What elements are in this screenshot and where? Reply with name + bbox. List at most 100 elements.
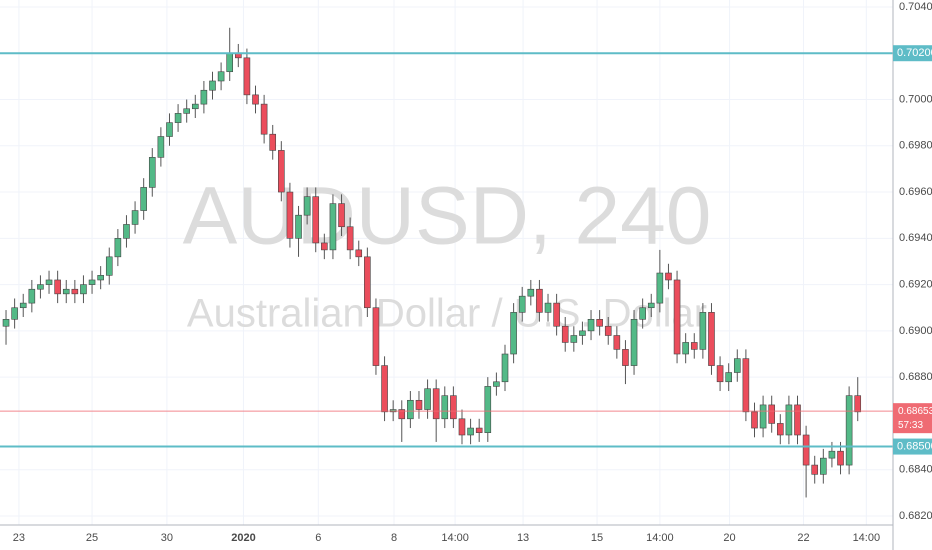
candle-body: [415, 399, 423, 410]
candle-body: [286, 191, 294, 239]
candle-body: [114, 238, 122, 258]
candle-body: [768, 404, 775, 424]
candle-body: [475, 427, 483, 433]
watermark-title: AUDUSD, 240: [183, 171, 712, 262]
x-tick-label: 20: [723, 532, 735, 544]
candle-body: [269, 133, 277, 151]
candle-body: [837, 450, 844, 466]
candle-body: [622, 349, 629, 366]
last-price-box: [893, 403, 932, 434]
candle-body: [596, 319, 603, 327]
candle-body: [845, 395, 853, 466]
candle-body: [604, 325, 612, 336]
candle-body: [733, 358, 741, 373]
candle-body: [630, 319, 638, 366]
candle-body: [656, 272, 664, 304]
candle-body: [510, 312, 517, 355]
candle-body: [527, 288, 535, 297]
candle-body: [45, 279, 53, 285]
candle-body: [776, 423, 784, 436]
candle-body: [759, 404, 767, 429]
candle-body: [536, 288, 543, 313]
candle-body: [338, 203, 345, 228]
candle-body: [725, 372, 732, 383]
candle-body: [682, 342, 689, 355]
candle-body: [828, 450, 836, 459]
x-tick-label: 13: [517, 532, 529, 544]
candle-body: [544, 302, 552, 313]
x-tick-label: 25: [86, 532, 98, 544]
horizontal-line-label-box: [893, 438, 932, 455]
candle-body: [751, 411, 758, 429]
candle-body: [811, 464, 819, 475]
x-tick-label: 23: [13, 532, 25, 544]
candle-body: [80, 284, 87, 295]
candle-body: [174, 113, 182, 123]
candle-body: [148, 157, 156, 188]
candle-body: [278, 150, 285, 193]
x-tick-label: 6: [315, 532, 321, 544]
candle-body: [820, 457, 827, 475]
candle-body: [312, 196, 320, 244]
candle-body: [742, 358, 750, 413]
candle-body: [398, 409, 406, 420]
candle-body: [226, 52, 234, 73]
candle-body: [11, 307, 18, 320]
candle-body: [579, 330, 586, 336]
candle-body: [295, 214, 302, 239]
candle-body: [665, 272, 672, 281]
candle-body: [364, 256, 371, 309]
x-tick-label: 22: [797, 532, 809, 544]
candle-body: [450, 395, 457, 420]
candle-body: [88, 279, 96, 285]
candle-body: [570, 335, 578, 343]
candle-body: [690, 342, 698, 350]
candle-body: [716, 365, 724, 383]
candle-body: [62, 288, 70, 295]
candle-body: [243, 57, 251, 96]
candle-body: [140, 187, 147, 211]
candle-body: [458, 418, 466, 436]
x-tick-label: 2020: [231, 532, 255, 544]
candle-body: [131, 210, 139, 225]
candle-body: [183, 108, 190, 114]
candle-body: [484, 386, 492, 433]
candle-body: [157, 136, 165, 158]
horizontal-line-label-box: [893, 45, 932, 62]
candle-body: [303, 196, 311, 216]
candle-body: [329, 203, 337, 251]
candle-body: [785, 404, 793, 436]
candle-body: [28, 288, 36, 304]
candle-body: [252, 94, 259, 105]
x-tick-label: 15: [591, 532, 603, 544]
watermark-subtitle: Australian Dollar / U.S. Dollar: [187, 292, 707, 336]
candle-body: [19, 302, 27, 309]
candle-body: [346, 226, 354, 251]
candle-body: [260, 103, 268, 135]
candle-body: [432, 388, 440, 420]
candle-body: [673, 279, 681, 355]
candle-body: [97, 275, 104, 281]
candle-body: [355, 249, 363, 258]
candle-body: [54, 279, 61, 295]
candle-body: [493, 381, 500, 387]
candle-body: [553, 302, 560, 327]
candle-body: [372, 307, 380, 366]
candle-body: [123, 224, 130, 239]
candle-body: [209, 80, 216, 91]
candle-body: [639, 307, 646, 320]
candle-body: [2, 319, 10, 327]
candle-body: [802, 434, 810, 466]
